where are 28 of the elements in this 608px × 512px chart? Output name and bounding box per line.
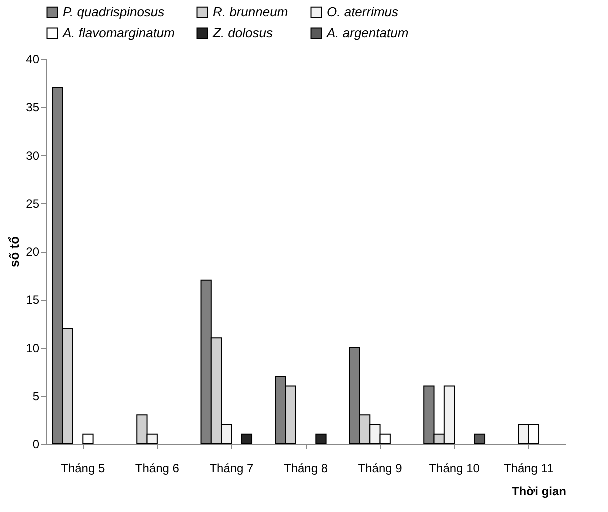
y-tick-label: 30	[26, 148, 40, 163]
y-tick-label: 10	[26, 341, 40, 356]
x-tick-label: Tháng 10	[429, 462, 480, 476]
y-tick-label: 35	[26, 100, 40, 115]
legend-label: A. flavomarginatum	[62, 26, 176, 40]
x-axis-title: Thời gian	[512, 484, 566, 498]
y-tick-label: 40	[26, 52, 40, 66]
legend-label: O. aterrimus	[327, 4, 400, 20]
y-axis-title: số tổ	[7, 236, 22, 268]
legend-label: A. argentatum	[326, 26, 409, 40]
y-tick-label: 20	[26, 245, 40, 259]
bar	[241, 434, 253, 444]
x-tick-label: Tháng 7	[210, 462, 254, 476]
x-tick-label: Tháng 5	[61, 462, 106, 476]
y-tick-label: 5	[32, 389, 40, 404]
bar	[316, 434, 327, 444]
bar	[474, 434, 486, 444]
x-tick-label: Tháng 11	[504, 462, 554, 476]
y-tick-label: 15	[26, 293, 40, 308]
y-tick-label: 0	[32, 438, 40, 452]
legend-label: Z. dolosus	[212, 26, 274, 40]
y-tick-label: 25	[26, 196, 40, 211]
bar	[82, 434, 94, 444]
legend-label: P. quadrispinosus	[63, 4, 166, 20]
x-tick-label: Tháng 8	[284, 462, 328, 476]
x-tick-label: Tháng 6	[135, 462, 180, 476]
x-tick-label: Tháng 9	[358, 462, 403, 476]
legend-label: R. brunneum	[213, 4, 288, 20]
